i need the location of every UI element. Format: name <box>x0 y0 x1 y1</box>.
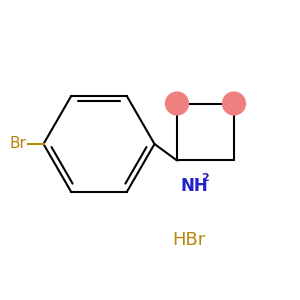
Circle shape <box>166 92 188 115</box>
Text: Br: Br <box>10 136 26 152</box>
Circle shape <box>223 92 245 115</box>
Text: HBr: HBr <box>172 231 206 249</box>
Text: 2: 2 <box>202 173 209 183</box>
Text: NH: NH <box>180 177 208 195</box>
